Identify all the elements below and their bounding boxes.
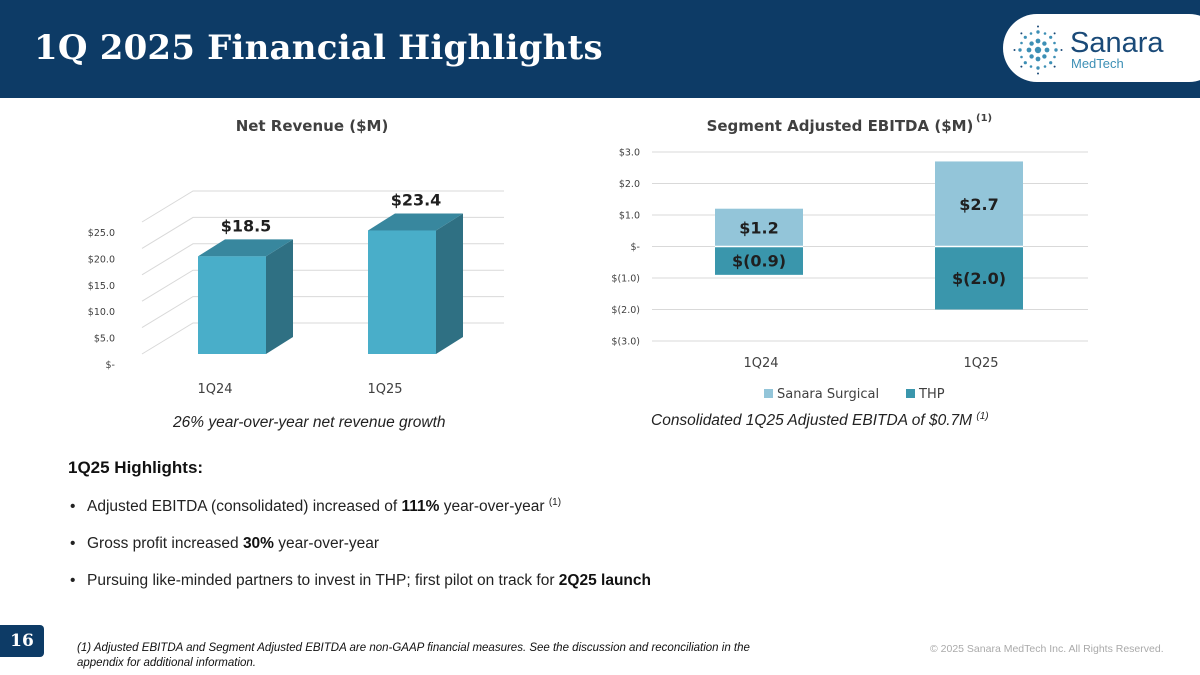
bullet-text: Adjusted EBITDA (consolidated) increased… [87, 498, 402, 516]
y-tick-label: $10.0 [88, 307, 115, 318]
ebitda-value-label: $1.2 [739, 219, 778, 238]
revenue-growth-caption: 26% year-over-year net revenue growth [173, 414, 446, 431]
gridline [141, 190, 504, 223]
y-tick-label: $2.0 [619, 179, 640, 190]
bullet-emphasis: 30% [242, 535, 274, 552]
y-tick-label: $15.0 [88, 281, 115, 292]
bullet-text: Gross profit increased [87, 535, 243, 552]
y-tick-label: $3.0 [619, 148, 640, 159]
ebitda-bar-segment [715, 246, 803, 275]
bullet-text-end: year-over-year [273, 535, 380, 552]
bullet-dot: • [70, 498, 76, 516]
page-number: 16 [0, 625, 44, 657]
ebitda-bar-segment [715, 208, 803, 247]
chart-title-text: Segment Adjusted EBITDA ($M) [707, 117, 974, 135]
bullet-text: Pursuing like-minded partners to invest … [87, 572, 559, 589]
y-tick-label: $1.0 [619, 211, 640, 222]
x-category-label: 1Q24 [197, 382, 232, 397]
revenue-bar [368, 213, 463, 354]
legend-item: Sanara Surgical [764, 387, 879, 402]
revenue-value-label: $23.4 [391, 190, 442, 209]
y-tick-label: $(1.0) [611, 274, 640, 285]
revenue-bar-side [436, 213, 463, 354]
ebitda-value-label: $(2.0) [952, 269, 1006, 288]
revenue-bar [198, 239, 293, 354]
x-category-label: 1Q24 [743, 356, 778, 371]
sanara-logo-icon [1013, 25, 1063, 75]
page-title: 1Q 2025 Financial Highlights [34, 28, 603, 68]
copyright: © 2025 Sanara MedTech Inc. All Rights Re… [930, 643, 1164, 655]
logo-name: Sanara [1070, 27, 1164, 59]
ebitda-bar-segment [935, 161, 1023, 247]
header-bar [0, 0, 1200, 98]
ebitda-caption-text: Consolidated 1Q25 Adjusted EBITDA of $0.… [651, 412, 973, 430]
ebitda-bar-segment [935, 246, 1023, 310]
revenue-bar-top [198, 239, 293, 257]
highlight-bullet: • Gross profit increased 30% year-over-ye… [70, 535, 379, 553]
revenue-bar-front [198, 256, 266, 354]
legend-swatch [906, 389, 915, 398]
x-category-label: 1Q25 [963, 356, 998, 371]
ebitda-value-label: $2.7 [959, 195, 998, 214]
revenue-bar-top [368, 213, 463, 231]
legend-item: THP [906, 387, 945, 402]
bullet-footnote-ref: (1) [548, 497, 562, 508]
logo-subtitle: MedTech [1071, 56, 1124, 71]
chart-title: Net Revenue ($M) [236, 117, 389, 135]
bullet-dot: • [70, 535, 76, 552]
chart-title: Segment Adjusted EBITDA ($M) [707, 117, 974, 135]
chart-title-note: (1) [976, 113, 992, 124]
legend-label: THP [918, 387, 945, 402]
bullet-emphasis: 111% [401, 498, 440, 516]
legend-swatch [764, 389, 773, 398]
bullet-dot: • [70, 572, 76, 589]
bullet-text-end: year-over-year [439, 498, 549, 516]
x-category-label: 1Q25 [367, 382, 402, 397]
highlight-bullet: • Pursuing like-minded partners to invest… [70, 572, 651, 590]
ebitda-caption: Consolidated 1Q25 Adjusted EBITDA of $0.… [651, 411, 989, 430]
revenue-value-label: $18.5 [221, 216, 272, 235]
ebitda-caption-note: (1) [976, 411, 989, 422]
y-tick-label: $20.0 [88, 254, 115, 265]
footnote: (1) Adjusted EBITDA and Segment Adjusted… [77, 642, 750, 669]
y-tick-label: $25.0 [88, 228, 115, 239]
highlights-title: 1Q25 Highlights: [68, 458, 204, 477]
y-tick-label: $5.0 [94, 334, 115, 345]
ebitda-value-label: $(0.9) [732, 252, 786, 271]
legend-label: Sanara Surgical [777, 387, 879, 402]
revenue-bar-front [368, 230, 436, 354]
highlight-bullet: • Adjusted EBITDA (consolidated) increase… [70, 497, 561, 516]
y-tick-label: $(2.0) [611, 305, 640, 316]
y-tick-label: $(3.0) [611, 337, 640, 348]
y-tick-label: $- [631, 242, 640, 253]
y-tick-label: $- [106, 360, 115, 371]
revenue-bar-side [266, 239, 293, 354]
bullet-emphasis: 2Q25 launch [558, 572, 651, 589]
